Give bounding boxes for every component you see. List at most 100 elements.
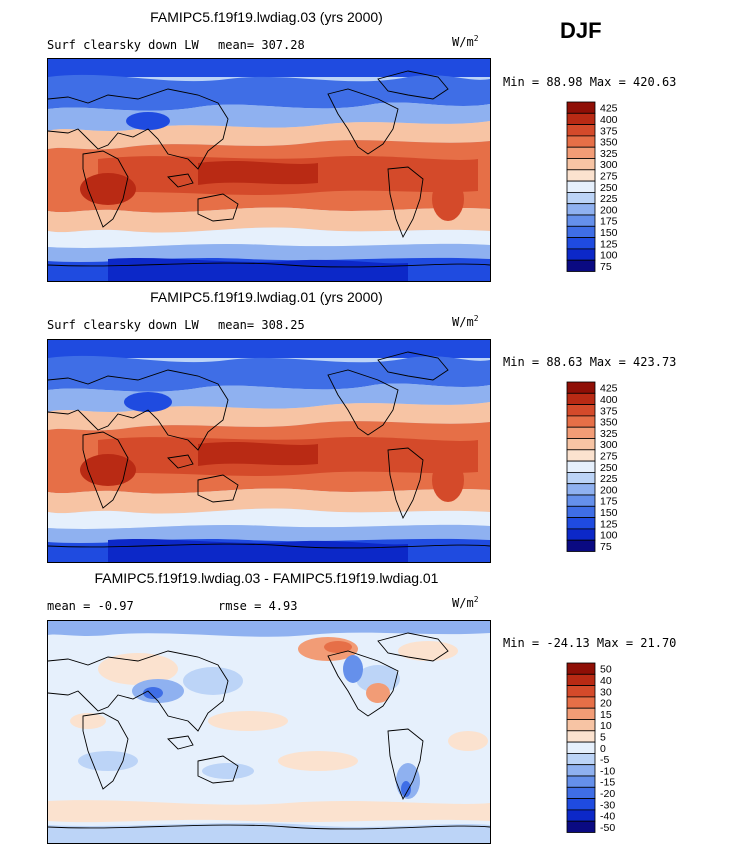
colorbar-label: 175	[600, 216, 618, 228]
colorbar-label: 300	[600, 439, 618, 451]
panel-2-colorbar: 4254003753503253002752502252001751501251…	[566, 381, 618, 553]
colorbar-box	[566, 685, 596, 698]
colorbar-label: 200	[600, 204, 618, 216]
colorbar-label: 150	[600, 227, 618, 239]
colorbar-box	[566, 753, 596, 766]
colorbar-label: -30	[600, 799, 615, 811]
panel-1-coastlines	[48, 70, 490, 268]
colorbar-box	[566, 203, 596, 216]
colorbar-box	[566, 449, 596, 462]
panel-3-coastlines	[48, 632, 490, 830]
panel-1-map	[47, 58, 491, 282]
colorbar-box	[566, 438, 596, 451]
season-label: DJF	[560, 18, 602, 43]
colorbar-box	[566, 528, 596, 541]
colorbar-box	[566, 237, 596, 250]
colorbar-label: 40	[600, 675, 612, 687]
colorbar-box	[566, 404, 596, 417]
colorbar-box	[566, 460, 596, 473]
colorbar-box	[566, 146, 596, 159]
colorbar-label: 400	[600, 394, 618, 406]
colorbar-box	[566, 225, 596, 239]
colorbar-label: 425	[600, 383, 618, 395]
colorbar-label: 225	[600, 193, 618, 205]
panel-2-title: FAMIPC5.f19f19.lwdiag.01 (yrs 2000)	[150, 289, 383, 305]
colorbar-box	[566, 798, 596, 811]
colorbar-label: 125	[600, 238, 618, 250]
colorbar-box	[566, 707, 596, 720]
colorbar-label: 350	[600, 417, 618, 429]
colorbar-box	[566, 786, 596, 800]
colorbar-label: 125	[600, 518, 618, 530]
colorbar-box	[566, 248, 596, 261]
colorbar-label: 150	[600, 507, 618, 519]
panel-3-map-field	[48, 621, 490, 843]
colorbar-box	[566, 392, 596, 406]
colorbar-label: 425	[600, 103, 618, 115]
panel-1-mean: mean= 307.28	[218, 38, 305, 52]
colorbar-box	[566, 696, 596, 709]
colorbar-box	[566, 505, 596, 519]
panel-1-title: FAMIPC5.f19f19.lwdiag.03 (yrs 2000)	[150, 9, 383, 25]
colorbar-label: 30	[600, 686, 612, 698]
panel-1-map-field	[48, 59, 490, 281]
colorbar-box	[566, 415, 596, 428]
colorbar-label: 275	[600, 450, 618, 462]
panel-2-coastlines	[48, 351, 490, 549]
panel-3-units: W/m2	[452, 595, 479, 610]
panel-1-minmax: Min = 88.98 Max = 420.63	[503, 75, 677, 89]
colorbar-box	[566, 820, 596, 833]
colorbar-box	[566, 101, 596, 114]
colorbar-box	[566, 494, 596, 507]
panel-2-mean: mean= 308.25	[218, 318, 305, 332]
panel-3-minmax: Min = -24.13 Max = 21.70	[503, 636, 677, 650]
colorbar-label: 0	[600, 743, 606, 755]
colorbar-box	[566, 426, 596, 439]
panel-2-variable-label: Surf clearsky down LW	[47, 318, 199, 332]
colorbar-label: 50	[600, 664, 612, 676]
colorbar-label: -40	[600, 811, 615, 823]
panel-2-map-field	[48, 340, 490, 562]
colorbar-label: 20	[600, 698, 612, 710]
colorbar-label: -5	[600, 754, 609, 766]
colorbar-label: 200	[600, 484, 618, 496]
colorbar-label: 10	[600, 720, 612, 732]
panel-1-units: W/m2	[452, 34, 479, 49]
colorbar-label: -20	[600, 788, 615, 800]
panel-1-variable-label: Surf clearsky down LW	[47, 38, 199, 52]
colorbar-box	[566, 169, 596, 182]
colorbar-box	[566, 124, 596, 137]
colorbar-label: 250	[600, 462, 618, 474]
panel-3-map	[47, 620, 491, 844]
colorbar-box	[566, 259, 596, 272]
colorbar-label: 75	[600, 541, 612, 553]
colorbar-box	[566, 214, 596, 227]
colorbar-box	[566, 112, 596, 126]
colorbar-box	[566, 192, 596, 205]
colorbar-label: 15	[600, 709, 612, 721]
colorbar-box	[566, 719, 596, 732]
colorbar-box	[566, 764, 596, 777]
colorbar-label: 5	[600, 731, 606, 743]
colorbar-label: 325	[600, 148, 618, 160]
colorbar-label: 300	[600, 159, 618, 171]
colorbar-box	[566, 809, 596, 822]
colorbar-box	[566, 775, 596, 788]
colorbar-box	[566, 483, 596, 496]
colorbar-box	[566, 673, 596, 687]
colorbar-label: 400	[600, 114, 618, 126]
panel-1-colorbar: 4254003753503253002752502252001751501251…	[566, 101, 618, 273]
panel-2-units: W/m2	[452, 314, 479, 329]
colorbar-box	[566, 517, 596, 530]
colorbar-box	[566, 180, 596, 193]
panel-2-minmax: Min = 88.63 Max = 423.73	[503, 355, 677, 369]
colorbar-label: 350	[600, 137, 618, 149]
colorbar-label: 100	[600, 530, 618, 542]
panel-3-rmse: rmse = 4.93	[218, 599, 298, 613]
colorbar-box	[566, 662, 596, 675]
panel-3-mean: mean = -0.97	[47, 599, 134, 613]
panel-2-map	[47, 339, 491, 563]
colorbar-label: 175	[600, 496, 618, 508]
colorbar-label: 375	[600, 125, 618, 137]
